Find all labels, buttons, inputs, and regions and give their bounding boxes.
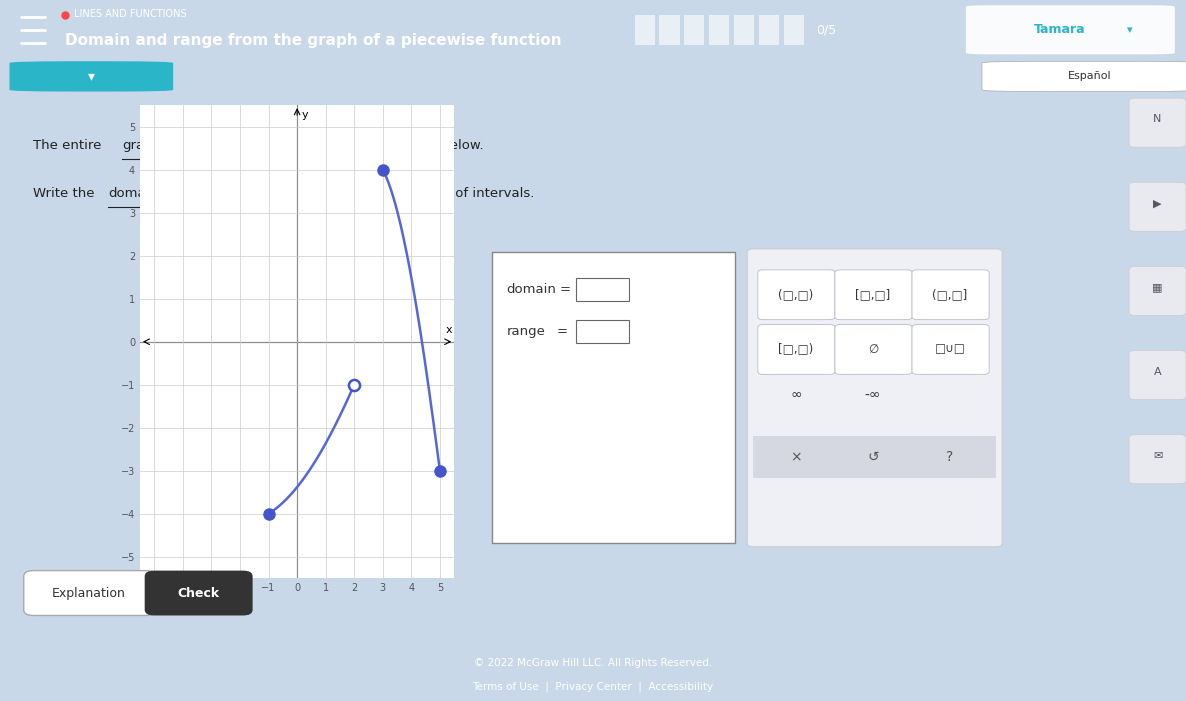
Text: 0/5: 0/5 bbox=[816, 23, 836, 36]
Text: unions: unions bbox=[394, 187, 438, 200]
Bar bbox=[759, 15, 779, 45]
Text: ▾: ▾ bbox=[1127, 25, 1133, 35]
Text: N: N bbox=[1153, 114, 1162, 124]
Text: ↺: ↺ bbox=[867, 450, 879, 464]
Bar bbox=[784, 15, 804, 45]
Text: ▾: ▾ bbox=[88, 69, 95, 83]
Text: ×: × bbox=[790, 450, 802, 464]
Text: A: A bbox=[1154, 367, 1161, 376]
Text: graph: graph bbox=[122, 139, 161, 152]
Text: The entire: The entire bbox=[33, 139, 106, 152]
Text: as: as bbox=[273, 187, 296, 200]
Text: =: = bbox=[560, 283, 570, 296]
Text: domain: domain bbox=[108, 187, 158, 200]
Bar bbox=[734, 15, 754, 45]
Text: Check: Check bbox=[177, 587, 219, 599]
Text: range: range bbox=[506, 325, 546, 338]
Text: LINES AND FUNCTIONS: LINES AND FUNCTIONS bbox=[74, 9, 186, 20]
Text: range: range bbox=[195, 187, 234, 200]
Text: ▦: ▦ bbox=[1153, 283, 1162, 292]
Text: Tamara: Tamara bbox=[1034, 23, 1086, 36]
Text: ∅: ∅ bbox=[868, 343, 878, 355]
Text: of the: of the bbox=[168, 139, 216, 152]
Text: Domain and range from the graph of a piecewise function: Domain and range from the graph of a pie… bbox=[65, 33, 562, 48]
Bar bbox=[635, 15, 655, 45]
Text: or: or bbox=[368, 187, 390, 200]
Text: -∞: -∞ bbox=[865, 388, 881, 402]
FancyBboxPatch shape bbox=[967, 6, 1174, 53]
Text: of intervals.: of intervals. bbox=[451, 187, 534, 200]
FancyBboxPatch shape bbox=[9, 61, 173, 92]
Text: Write the: Write the bbox=[33, 187, 98, 200]
Text: f: f bbox=[264, 187, 269, 200]
Text: Español: Español bbox=[1069, 72, 1111, 81]
Text: [□,□): [□,□) bbox=[778, 343, 814, 355]
Text: ?: ? bbox=[946, 450, 954, 464]
Bar bbox=[659, 15, 680, 45]
Text: Terms of Use  |  Privacy Center  |  Accessibility: Terms of Use | Privacy Center | Accessib… bbox=[472, 682, 714, 693]
Text: function: function bbox=[217, 139, 272, 152]
Text: (□,□]: (□,□] bbox=[932, 288, 968, 301]
Text: is shown in the figure below.: is shown in the figure below. bbox=[289, 139, 484, 152]
Text: (□,□): (□,□) bbox=[778, 288, 814, 301]
Text: y: y bbox=[301, 110, 308, 120]
Text: ✉: ✉ bbox=[1153, 451, 1162, 461]
Text: ▶: ▶ bbox=[1153, 198, 1162, 208]
Text: Explanation: Explanation bbox=[52, 587, 126, 599]
FancyBboxPatch shape bbox=[982, 61, 1186, 92]
Bar bbox=[709, 15, 729, 45]
Text: and: and bbox=[162, 187, 196, 200]
Text: [□,□]: [□,□] bbox=[855, 288, 891, 301]
Bar bbox=[684, 15, 704, 45]
Text: intervals: intervals bbox=[304, 187, 362, 200]
Text: of: of bbox=[242, 187, 263, 200]
Text: f: f bbox=[280, 139, 285, 152]
Text: □∪□: □∪□ bbox=[935, 343, 965, 355]
Text: © 2022 McGraw Hill LLC. All Rights Reserved.: © 2022 McGraw Hill LLC. All Rights Reser… bbox=[474, 658, 712, 668]
Text: domain: domain bbox=[506, 283, 556, 296]
Text: =: = bbox=[556, 325, 567, 338]
Text: x: x bbox=[446, 325, 452, 335]
Text: ∞: ∞ bbox=[790, 388, 802, 402]
